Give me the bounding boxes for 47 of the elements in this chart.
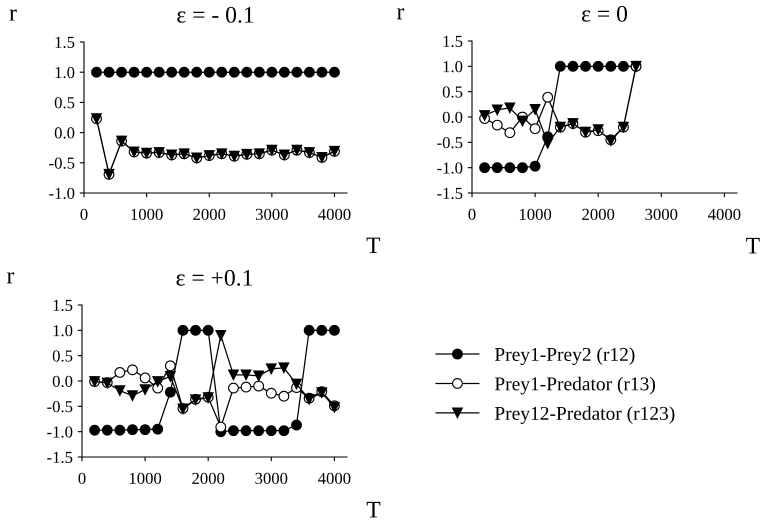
y-tick-label: 0.0 — [442, 112, 462, 124]
y-tick-label: -0.5 — [49, 158, 74, 169]
x-tick-label: 2000 — [193, 208, 226, 220]
x-axis-title: T — [746, 238, 760, 254]
x-axis-title: T — [366, 502, 380, 518]
y-axis-title: r — [6, 272, 14, 284]
x-tick-label: 3000 — [645, 208, 678, 220]
chart-title: ε = +0.1 — [176, 270, 252, 286]
x-tick-label: 1000 — [131, 208, 163, 220]
x-tick-label: 0 — [78, 472, 86, 484]
legend-label: Prey1-Predator (r13) — [494, 376, 655, 394]
y-tick-label: 1.5 — [444, 36, 462, 48]
y-tick-label: 1.0 — [54, 325, 72, 336]
y-tick-label: 0.5 — [442, 86, 462, 98]
y-tick-label: 1.5 — [54, 300, 72, 312]
y-axis-title: r — [396, 8, 404, 20]
x-tick-label: 1000 — [130, 472, 162, 484]
y-tick-label: -1.0 — [47, 426, 72, 438]
legend-label: Prey12-Predator (r123) — [494, 406, 674, 424]
y-tick-label: -1.5 — [47, 452, 72, 464]
y-tick-label: 1.0 — [444, 61, 462, 72]
y-tick-label: -1.0 — [49, 188, 74, 200]
y-tick-label: 1.5 — [56, 36, 74, 48]
y-tick-label: 0.5 — [54, 97, 74, 108]
x-tick-label: 4000 — [318, 208, 351, 220]
x-tick-label: 3000 — [256, 208, 288, 220]
chart-title: ε = - 0.1 — [177, 6, 254, 23]
y-tick-label: 0.0 — [52, 376, 72, 388]
x-tick-label: 4000 — [318, 472, 350, 484]
y-tick-label: -1.5 — [437, 188, 462, 200]
x-tick-label: 0 — [468, 208, 476, 220]
x-tick-label: 2000 — [582, 208, 614, 220]
x-tick-label: 0 — [80, 208, 88, 220]
y-tick-label: -0.5 — [47, 401, 72, 412]
x-tick-label: 4000 — [708, 208, 740, 220]
y-tick-label: 0.5 — [52, 350, 72, 362]
legend-label: Prey1-Prey2 (r12) — [494, 347, 634, 365]
y-tick-label: 0.0 — [54, 127, 74, 139]
x-tick-label: 1000 — [520, 208, 552, 220]
x-tick-label: 2000 — [192, 472, 224, 484]
y-tick-label: -1.0 — [437, 162, 462, 174]
y-tick-label: 1.0 — [56, 66, 74, 78]
y-axis-title: r — [10, 9, 17, 20]
x-axis-title: T — [366, 238, 380, 254]
chart-title: ε = 0 — [582, 6, 628, 22]
x-tick-label: 3000 — [255, 472, 288, 484]
y-tick-label: -0.5 — [437, 137, 462, 148]
